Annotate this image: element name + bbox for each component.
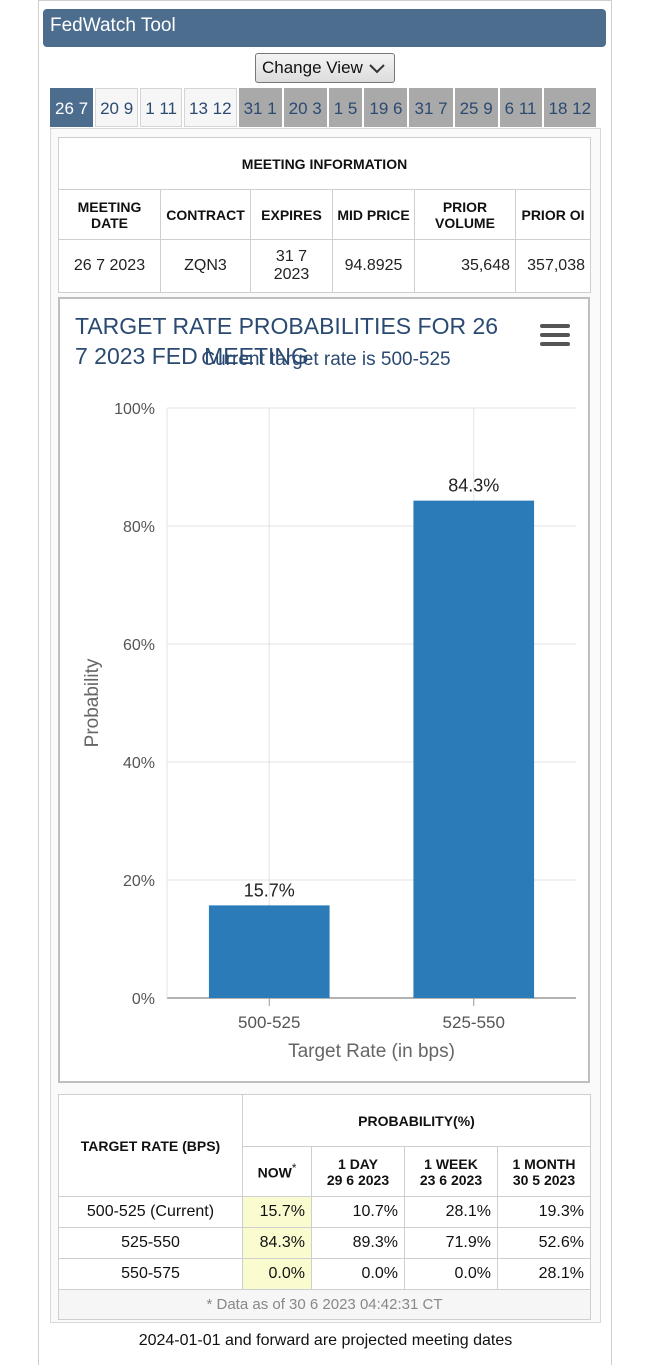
tab-meeting-8[interactable]: 31 7 (409, 88, 453, 127)
probability-chart: TARGET RATE PROBABILITIES FOR 26 7 2023 … (58, 297, 590, 1083)
y-tick-label: 80% (123, 519, 155, 536)
tab-meeting-0[interactable]: 26 7 (50, 88, 94, 127)
probability-table: TARGET RATE (BPS) PROBABILITY(%) NOW* 1 … (58, 1094, 591, 1320)
mid-price-value: 94.8925 (332, 239, 415, 293)
meeting-info-table: MEETING INFORMATION MEETING DATE CONTRAC… (58, 137, 591, 293)
contract-value: ZQN3 (160, 239, 251, 293)
data-label: 84.3% (448, 476, 499, 496)
probability-cell: 0.0% (311, 1258, 405, 1290)
y-tick-label: 20% (123, 873, 155, 890)
target-rate-cell: 550-575 (58, 1258, 243, 1290)
x-tick-label: 525-550 (443, 1013, 505, 1032)
col-1-month: 1 MONTH 30 5 2023 (497, 1146, 591, 1197)
data-timestamp-note: * Data as of 30 6 2023 04:42:31 CT (58, 1289, 591, 1320)
probability-cell: 10.7% (311, 1196, 405, 1228)
header-meeting-date: MEETING DATE (58, 189, 161, 240)
tab-meeting-3[interactable]: 13 12 (184, 88, 237, 127)
probability-cell: 89.3% (311, 1227, 405, 1259)
data-label: 15.7% (244, 880, 295, 900)
chevron-down-icon (369, 64, 385, 74)
probability-cell: 84.3% (242, 1227, 312, 1259)
target-rate-cell: 500-525 (Current) (58, 1196, 243, 1228)
table-row: 550-575 0.0% 0.0% 0.0% 28.1% (58, 1258, 591, 1290)
probability-cell: 0.0% (404, 1258, 498, 1290)
tab-meeting-5[interactable]: 20 3 (283, 88, 327, 127)
probability-cell: 15.7% (242, 1196, 312, 1228)
y-axis-title: Probability (82, 658, 103, 747)
probability-cell: 28.1% (404, 1196, 498, 1228)
chart-title: TARGET RATE PROBABILITIES FOR 26 7 2023 … (75, 313, 499, 369)
probability-cell: 0.0% (242, 1258, 312, 1290)
change-view-label: Change View (262, 58, 363, 77)
meeting-date-value: 26 7 2023 (58, 239, 161, 293)
target-rate-header: TARGET RATE (BPS) (58, 1094, 243, 1197)
table-row: 500-525 (Current) 15.7% 10.7% 28.1% 19.3% (58, 1196, 591, 1228)
probability-header: PROBABILITY(%) (242, 1094, 591, 1147)
expires-value: 31 7 2023 (250, 239, 333, 293)
tab-meeting-6[interactable]: 1 5 (328, 88, 363, 127)
chart-subtitle: Current target rate is 500-525 (201, 349, 451, 370)
y-tick-label: 100% (114, 401, 155, 418)
meeting-info-heading: MEETING INFORMATION (58, 137, 591, 190)
bar-525-550 (413, 500, 535, 998)
target-rate-cell: 525-550 (58, 1227, 243, 1259)
prior-volume-value: 35,648 (414, 239, 516, 293)
tab-meeting-1[interactable]: 20 9 (95, 88, 139, 127)
bar-500-525 (208, 905, 330, 998)
header-contract: CONTRACT (160, 189, 251, 240)
col-now: NOW* (242, 1146, 312, 1197)
tab-meeting-11[interactable]: 18 12 (543, 88, 597, 127)
probability-cell: 52.6% (497, 1227, 591, 1259)
tab-meeting-2[interactable]: 1 11 (140, 88, 183, 127)
tab-meeting-9[interactable]: 25 9 (454, 88, 498, 127)
chart-menu-icon[interactable] (540, 324, 570, 350)
header-prior-oi: PRIOR OI (515, 189, 591, 240)
tab-meeting-7[interactable]: 19 6 (364, 88, 408, 127)
tool-title: FedWatch Tool (43, 9, 606, 47)
x-axis-title: Target Rate (in bps) (288, 1041, 455, 1062)
probability-cell: 71.9% (404, 1227, 498, 1259)
header-prior-volume: PRIOR VOLUME (414, 189, 516, 240)
change-view-button[interactable]: Change View (255, 53, 395, 83)
header-mid-price: MID PRICE (332, 189, 415, 240)
tab-meeting-4[interactable]: 31 1 (238, 88, 282, 127)
prior-oi-value: 357,038 (515, 239, 591, 293)
header-expires: EXPIRES (250, 189, 333, 240)
table-row: 525-550 84.3% 89.3% 71.9% 52.6% (58, 1227, 591, 1259)
col-1-week: 1 WEEK 23 6 2023 (404, 1146, 498, 1197)
y-tick-label: 60% (123, 637, 155, 654)
probability-cell: 19.3% (497, 1196, 591, 1228)
col-1-day: 1 DAY 29 6 2023 (311, 1146, 405, 1197)
tool-container (38, 0, 612, 1365)
y-tick-label: 40% (123, 755, 155, 772)
probability-cell: 28.1% (497, 1258, 591, 1290)
tab-meeting-10[interactable]: 6 11 (499, 88, 542, 127)
chart-plot: 0% 20% 40% 60% 80% 100% 15.7% 500-525 84.3% 525-5… (82, 401, 576, 1062)
y-tick-label: 0% (132, 991, 155, 1008)
projected-dates-note: 2024-01-01 and forward are projected mee… (138, 1332, 513, 1349)
x-tick-label: 500-525 (238, 1013, 300, 1032)
